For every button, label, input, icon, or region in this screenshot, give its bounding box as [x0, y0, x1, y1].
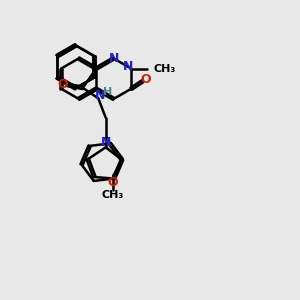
Text: H: H	[103, 87, 112, 97]
Text: O: O	[108, 176, 118, 189]
Text: O: O	[141, 74, 152, 86]
Text: N: N	[123, 60, 134, 73]
Text: N: N	[100, 136, 111, 149]
Text: N: N	[109, 52, 119, 65]
Text: O: O	[58, 78, 68, 92]
Text: N: N	[94, 89, 105, 102]
Text: CH₃: CH₃	[153, 64, 176, 74]
Text: CH₃: CH₃	[102, 190, 124, 200]
